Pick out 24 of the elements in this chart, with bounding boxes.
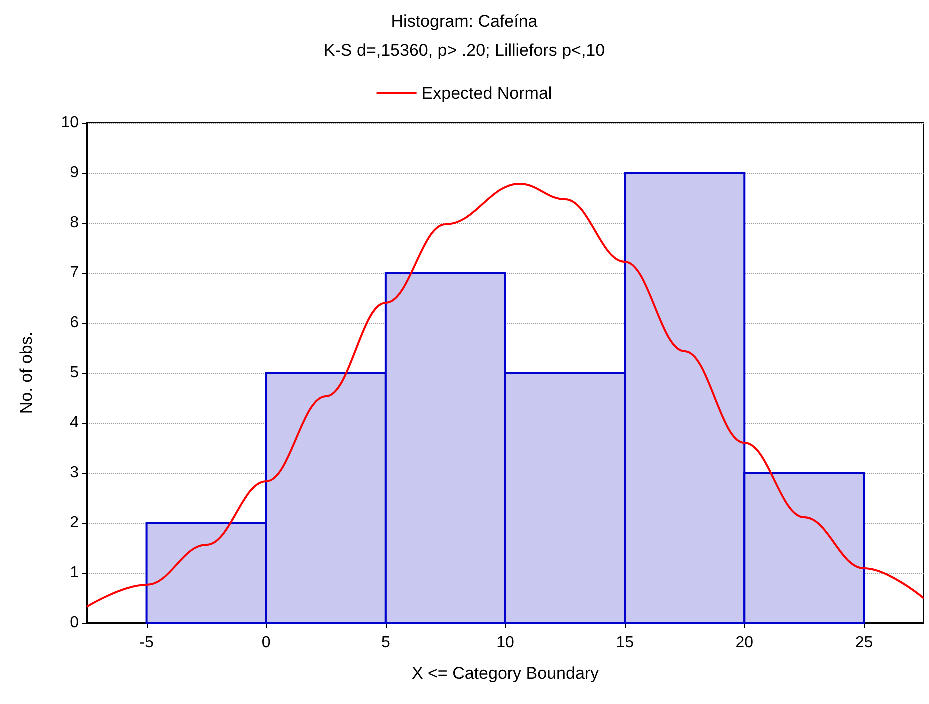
y-tick-label: 10 — [61, 114, 80, 132]
x-tick-label: 25 — [855, 634, 874, 652]
y-tick-label: 5 — [70, 364, 80, 382]
chart-subtitle: K-S d=,15360, p> .20; Lilliefors p<,10 — [324, 41, 606, 60]
chart-title: Histogram: Cafeína — [391, 12, 538, 31]
y-tick-label: 9 — [70, 164, 80, 182]
y-tick-label: 3 — [70, 464, 80, 482]
x-tick-label: 20 — [736, 634, 754, 652]
y-tick-label: 8 — [70, 214, 80, 232]
y-axis-title: No. of obs. — [17, 332, 36, 414]
y-tick-label: 1 — [70, 564, 80, 582]
y-tick-label: 7 — [70, 264, 80, 282]
x-tick-label: 15 — [616, 634, 634, 652]
y-tick-label: 0 — [70, 614, 80, 632]
x-tick-label: 5 — [381, 634, 390, 652]
x-tick-label: 0 — [262, 634, 271, 652]
y-tick-label: 4 — [70, 414, 80, 432]
x-axis-title: X <= Category Boundary — [412, 664, 600, 683]
legend-label: Expected Normal — [422, 84, 552, 103]
x-tick-label: 10 — [496, 634, 514, 652]
x-tick-label: -5 — [140, 634, 154, 652]
y-tick-label: 2 — [70, 514, 80, 532]
line-series — [86, 183, 925, 608]
y-tick-label: 6 — [70, 314, 80, 332]
